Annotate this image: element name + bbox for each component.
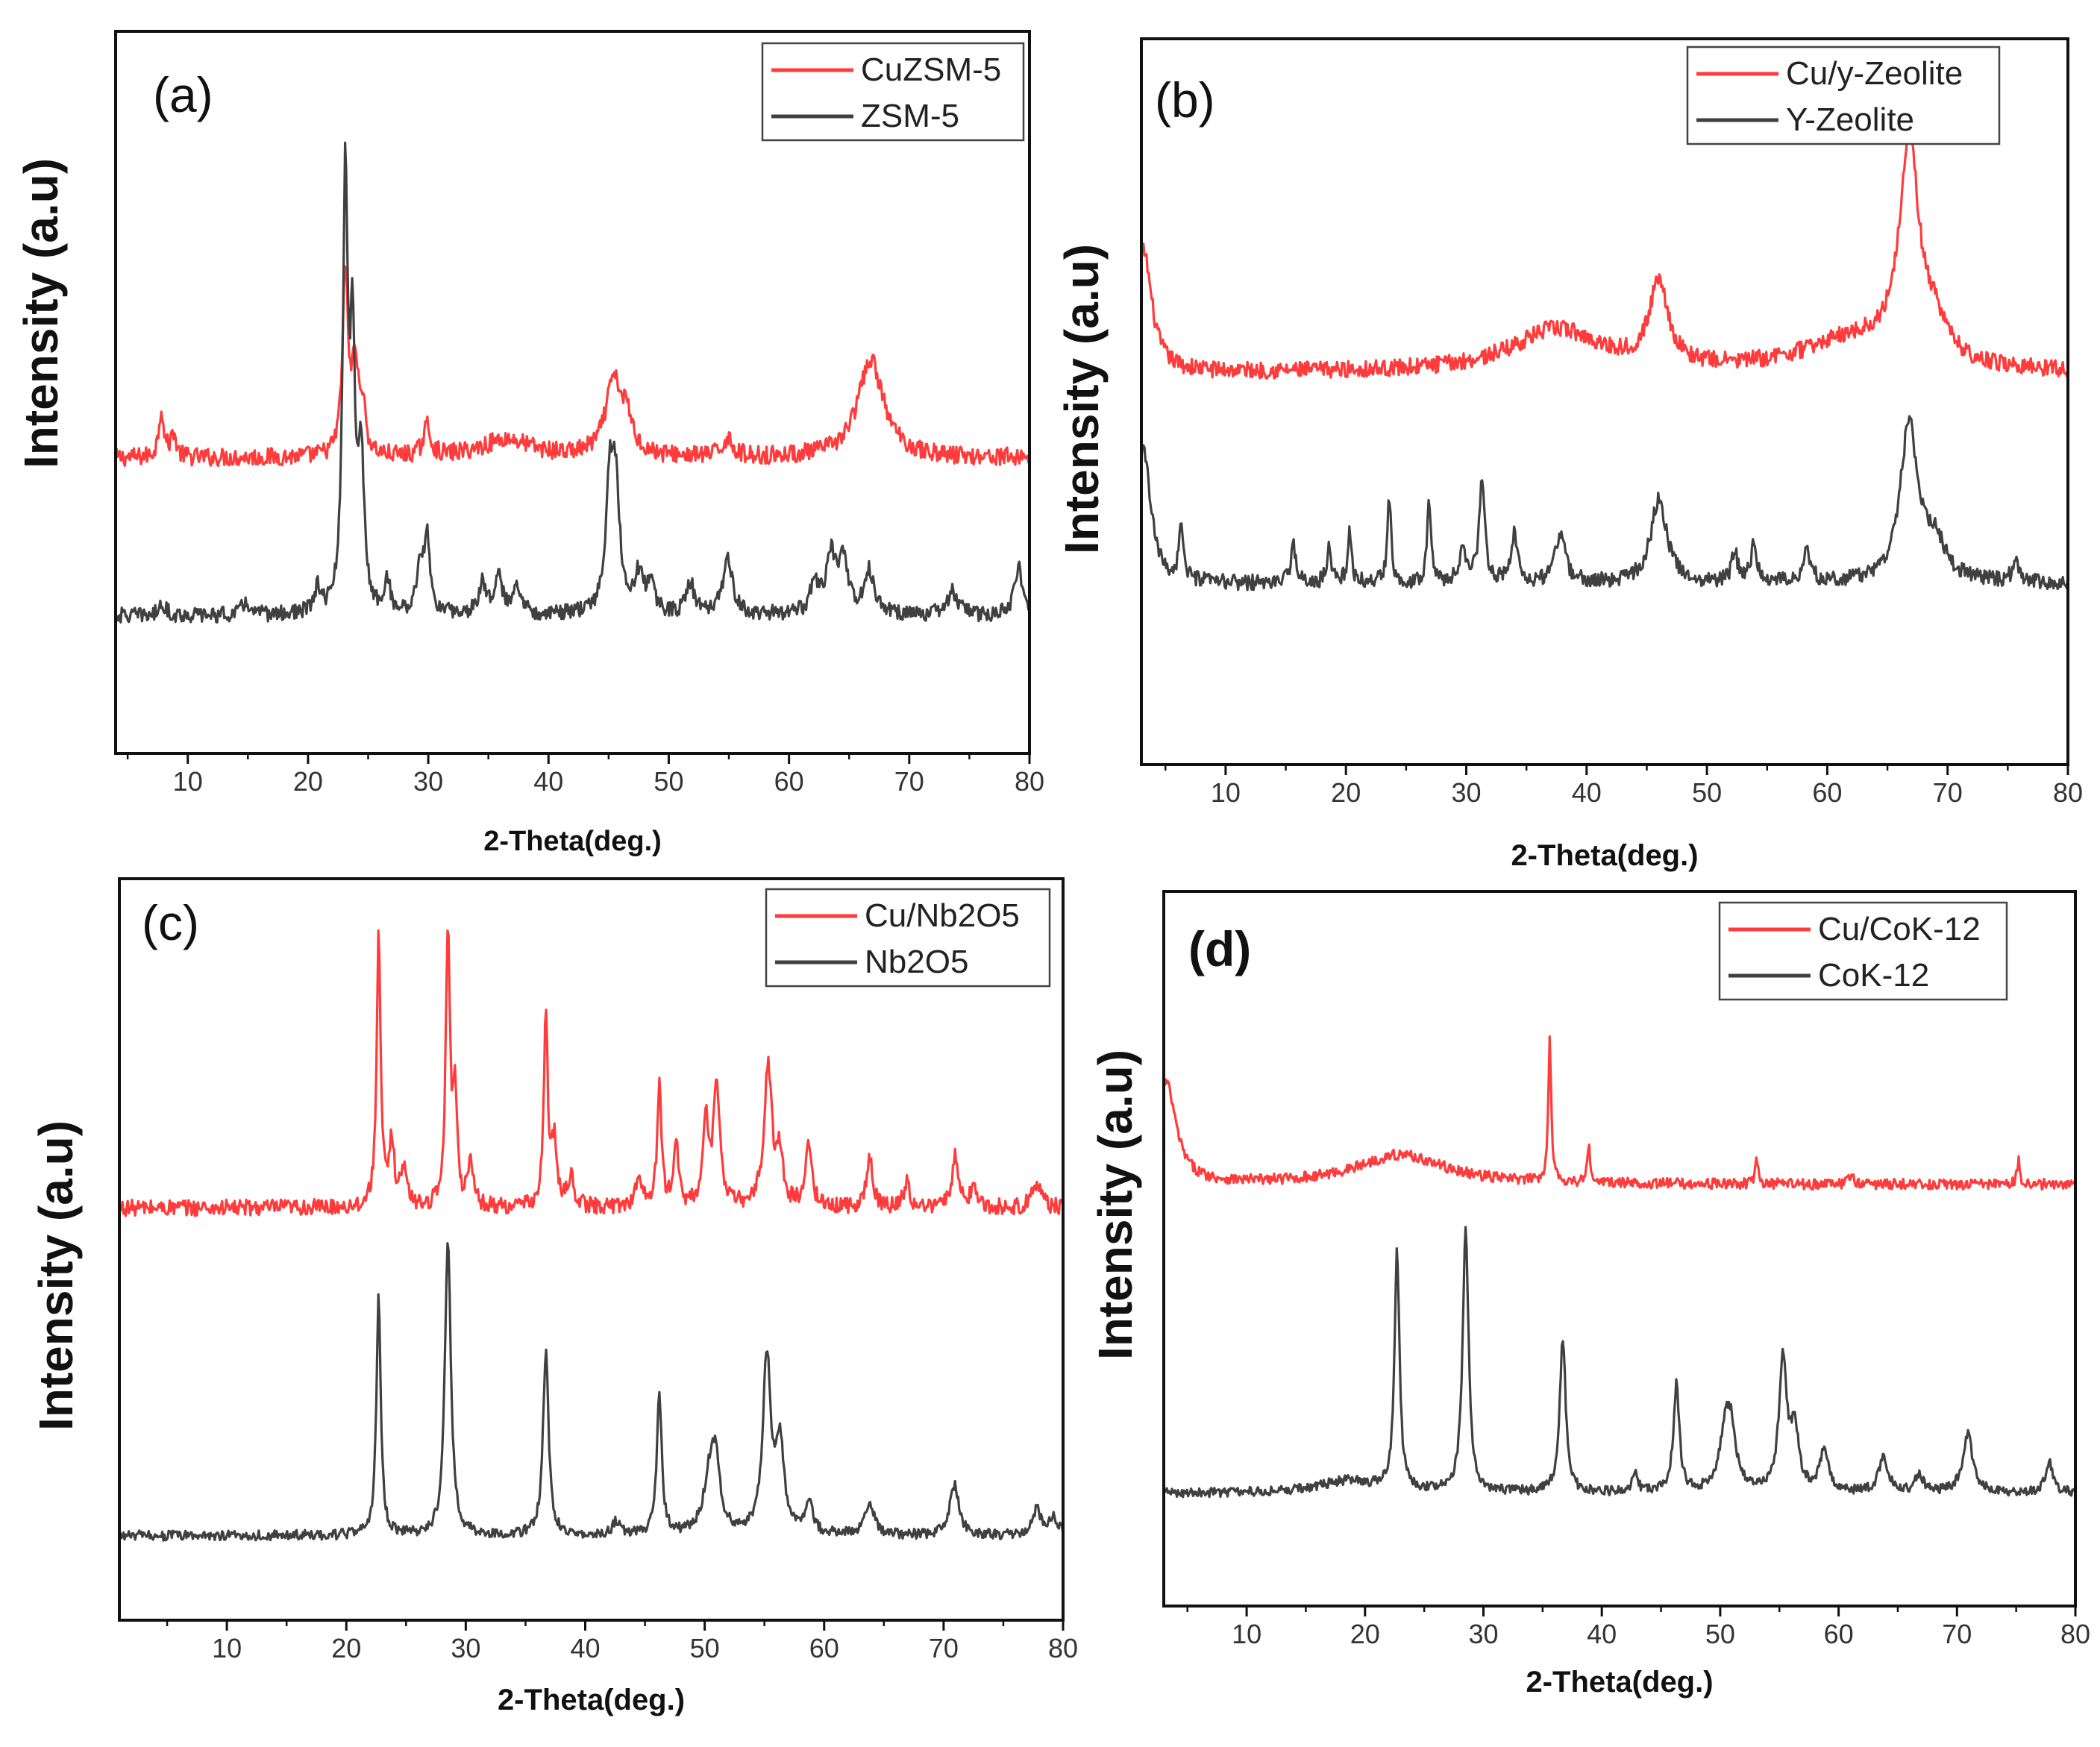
legend: Cu/y-Zeolite Y-Zeolite <box>1686 46 2001 145</box>
x-axis-label: 2-Theta(deg.) <box>498 1684 685 1716</box>
x-axis-label: 2-Theta(deg.) <box>1511 839 1698 872</box>
x-tick-label: 10 <box>1211 777 1241 808</box>
x-tick-label: 60 <box>774 766 804 797</box>
plot-frame <box>1162 890 2077 1608</box>
legend-label: Cu/CoK-12 <box>1818 911 1981 947</box>
x-tick-label: 50 <box>690 1633 720 1663</box>
x-tick-label: 50 <box>1692 777 1722 808</box>
x-tick-label: 40 <box>533 766 563 797</box>
legend-label: Nb2O5 <box>865 944 968 980</box>
x-tick-label: 70 <box>894 766 924 797</box>
x-axis-label: 2-Theta(deg.) <box>483 826 662 857</box>
x-tick-label: 80 <box>2060 1619 2090 1649</box>
series-line-Y-Zeolite <box>1140 415 2069 592</box>
x-tick-label: 10 <box>173 766 203 797</box>
series-line-Nb2O5 <box>119 1242 1065 1542</box>
x-tick-label: 70 <box>1933 777 1963 808</box>
x-tick-label: 30 <box>413 766 443 797</box>
y-axis-label: Intensity (a.u) <box>1055 244 1109 554</box>
y-axis-label: Intensity (a.u) <box>14 158 68 468</box>
series-line-Cu/y-Zeolite <box>1140 123 2069 380</box>
panel-letter: (d) <box>1188 921 1251 976</box>
panel-c: 10 20 30 40 50 60 70 80 2-Theta(deg.) Intensity (… <box>29 877 1078 1716</box>
legend-box <box>1686 46 2001 145</box>
x-tick-label: 80 <box>1015 766 1044 797</box>
x-tick-label: 70 <box>1942 1619 1972 1649</box>
x-axis-label: 2-Theta(deg.) <box>1526 1666 1713 1699</box>
x-tick-label: 80 <box>2053 777 2083 808</box>
x-tick-label: 60 <box>1812 777 1842 808</box>
x-tick-label: 30 <box>1468 1619 1498 1649</box>
x-tick-label: 10 <box>212 1633 242 1663</box>
x-tick-label: 40 <box>1587 1619 1617 1649</box>
y-axis-label: Intensity (a.u) <box>1088 1050 1142 1360</box>
panel-letter: (b) <box>1155 72 1215 128</box>
series-line-Cu/CoK-12 <box>1162 1035 2076 1191</box>
plot-frame <box>114 30 1031 755</box>
series-line-CoK-12 <box>1162 1226 2077 1499</box>
x-tick-label: 50 <box>1705 1619 1735 1649</box>
x-tick-label: 30 <box>1451 777 1481 808</box>
panel-d: 10 20 30 40 50 60 70 80 2-Theta(deg.) Intensity (… <box>1088 890 2090 1699</box>
x-tick-label: 50 <box>653 766 683 797</box>
y-axis-label: Intensity (a.u) <box>29 1120 83 1431</box>
x-tick-label: 70 <box>929 1633 959 1663</box>
legend: Cu/Nb2O5 Nb2O5 <box>765 888 1051 988</box>
x-tick-label: 60 <box>1824 1619 1854 1649</box>
x-tick-label: 40 <box>1572 777 1602 808</box>
legend-label: CuZSM-5 <box>861 51 1001 88</box>
series-line-CuZSM-5 <box>114 265 1031 468</box>
legend-box <box>761 42 1025 142</box>
plot-frame <box>118 877 1065 1622</box>
panel-letter: (a) <box>153 67 213 122</box>
x-tick-label: 20 <box>1331 777 1361 808</box>
x-tick-label: 60 <box>809 1633 839 1663</box>
legend-label: Cu/Nb2O5 <box>865 897 1020 934</box>
legend: Cu/CoK-12 CoK-12 <box>1718 901 2008 1001</box>
series-line-Cu/Nb2O5 <box>118 929 1065 1217</box>
panel-b: 10 20 30 40 50 60 70 80 2-Theta(deg.) Intensity (… <box>1055 37 2083 872</box>
series-line-ZSM-5 <box>114 141 1031 624</box>
x-tick-label: 10 <box>1232 1619 1261 1649</box>
x-tick-label: 80 <box>1048 1633 1078 1663</box>
legend-label: ZSM-5 <box>861 98 959 134</box>
legend-label: Y-Zeolite <box>1786 101 1914 138</box>
legend-label: CoK-12 <box>1818 957 1929 994</box>
x-tick-label: 20 <box>1350 1619 1380 1649</box>
panel-a: 10 20 30 40 50 60 70 80 2-Theta(deg.) Intensity (… <box>14 30 1044 857</box>
x-tick-label: 20 <box>331 1633 361 1663</box>
legend-box <box>1718 901 2008 1001</box>
x-tick-label: 40 <box>570 1633 600 1663</box>
plot-frame <box>1140 37 2069 766</box>
legend-box <box>765 888 1051 988</box>
x-tick-label: 20 <box>293 766 323 797</box>
legend-label: Cu/y-Zeolite <box>1786 55 1963 92</box>
legend: CuZSM-5 ZSM-5 <box>761 42 1025 142</box>
x-tick-label: 30 <box>451 1633 480 1663</box>
panel-letter: (c) <box>142 895 199 950</box>
